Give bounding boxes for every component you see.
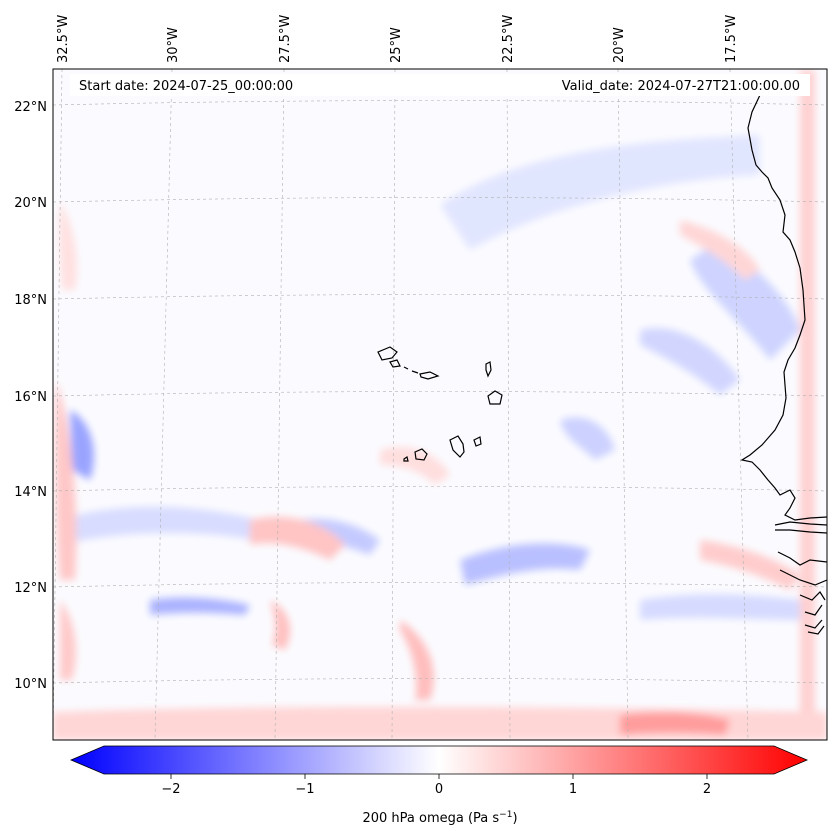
omega-positive-patch-s3	[400, 620, 434, 700]
omega-positive-patch-e1	[700, 540, 800, 590]
lon-label-25w: 25°W	[389, 27, 404, 63]
colorbar-label: 200 hPa omega (Pa s−1)	[362, 810, 517, 826]
island-santiago	[449, 435, 465, 458]
island-santa-luzia	[403, 366, 409, 370]
island-maio	[473, 436, 482, 447]
omega-negative-band-south1	[460, 543, 590, 585]
coastlines	[377, 94, 827, 635]
lon-label-27-5w: 27.5°W	[278, 15, 293, 63]
meridian-17-5w	[729, 69, 749, 740]
omega-negative-band-east	[690, 240, 800, 360]
parallel-12n	[53, 582, 827, 588]
parallel-14n	[53, 486, 827, 492]
lat-label-10n: 10°N	[14, 677, 47, 692]
map-frame	[52, 68, 828, 741]
omega-positive-patch-mid	[380, 446, 450, 485]
lat-label-20n: 20°N	[14, 196, 47, 211]
date-label-box	[70, 74, 810, 96]
latitude-labels: 22°N 20°N 18°N 16°N 14°N 12°N 10°N	[14, 100, 47, 692]
valid-date-label: Valid_date: 2024-07-27T21:00:00.00	[562, 79, 800, 94]
parallel-18n	[53, 294, 827, 300]
gambia-estuary	[774, 521, 827, 534]
colorbar-tick-label: −1	[295, 782, 314, 797]
island-boa-vista	[487, 390, 503, 405]
omega-negative-band-south2	[150, 597, 250, 615]
colorbar-label-close: )	[512, 811, 517, 826]
lat-label-22n: 22°N	[14, 100, 47, 115]
parallel-20n	[53, 197, 827, 203]
omega-positive-band-west	[55, 380, 77, 580]
omega-field	[53, 70, 827, 740]
omega-positive-patch-s4	[270, 600, 290, 650]
omega-negative-patch-se	[640, 594, 800, 620]
omega-positive-patch-s2	[250, 516, 345, 560]
graticule	[53, 69, 827, 740]
meridian-27-5w	[274, 69, 285, 740]
meridian-32-5w	[53, 69, 63, 740]
omega-negative-patch-west	[70, 410, 94, 480]
lat-label-16n: 16°N	[14, 390, 47, 405]
colorbar-ticks: −2 −1 0 1 2	[161, 774, 711, 797]
meridian-20w	[617, 69, 629, 740]
island-sao-nicolau	[411, 370, 440, 380]
omega-positive-patch-nw	[59, 200, 77, 290]
colorbar-tick-label: −2	[161, 782, 180, 797]
parallel-22n	[53, 100, 827, 106]
lat-label-14n: 14°N	[14, 485, 47, 500]
lon-label-30w: 30°W	[166, 27, 181, 63]
guinea-bissau-coast	[777, 551, 827, 635]
start-date-label: Start date: 2024-07-25_00:00:00	[79, 79, 293, 94]
colorbar-body	[69, 745, 809, 775]
lon-label-22-5w: 22.5°W	[501, 15, 516, 63]
island-brava	[403, 456, 409, 462]
island-fogo	[414, 448, 428, 461]
omega-negative-patch-mid	[560, 417, 615, 460]
omega-positive-band-east	[800, 70, 815, 740]
omega-positive-patch-s1	[620, 712, 730, 735]
island-sal	[485, 361, 492, 378]
meridian-22-5w	[506, 69, 511, 740]
lon-label-20w: 20°W	[612, 27, 627, 63]
lat-label-18n: 18°N	[14, 293, 47, 308]
omega-negative-patch-ne	[640, 328, 740, 395]
map-panel: Start date: 2024-07-25_00:00:00 Valid_da…	[53, 69, 827, 740]
longitude-labels: 32.5°W 30°W 27.5°W 25°W 22.5°W 20°W 17.5…	[56, 15, 739, 63]
colorbar-tick-label: 0	[435, 782, 443, 797]
map-background	[53, 69, 827, 740]
island-santo-antao	[377, 346, 398, 361]
parallel-10n	[53, 678, 827, 684]
colorbar-tick-label: 2	[703, 782, 711, 797]
omega-positive-patch-ne	[680, 220, 760, 280]
lon-label-17-5w: 17.5°W	[724, 15, 739, 63]
omega-negative-band-north	[440, 135, 760, 250]
colorbar-tick-label: 1	[569, 782, 577, 797]
omega-positive-patch-west2	[60, 600, 76, 680]
meridian-25w	[391, 69, 396, 740]
colorbar-label-main: 200 hPa omega (Pa s	[362, 811, 499, 826]
lat-label-12n: 12°N	[14, 581, 47, 596]
meridian-30w	[154, 69, 173, 740]
west-africa-coast	[740, 94, 827, 521]
island-sao-vicente	[389, 359, 401, 368]
colorbar: −2 −1 0 1 2 200 hPa omega (Pa s−1)	[69, 745, 809, 826]
colorbar-label-sup: −1	[499, 810, 512, 820]
lon-label-32-5w: 32.5°W	[56, 15, 71, 63]
parallel-16n	[53, 391, 827, 397]
omega-negative-band-west	[60, 506, 260, 545]
